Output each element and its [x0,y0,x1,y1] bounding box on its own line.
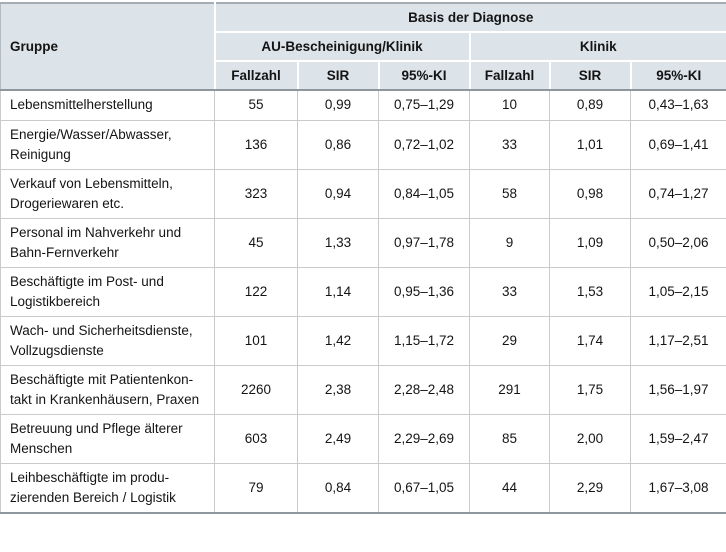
au-ki-cell: 0,75–1,29 [379,90,470,120]
column-header-gruppe: Gruppe [1,3,215,90]
au-ki-cell: 2,29–2,69 [379,414,470,463]
klinik-ki-cell: 0,50–2,06 [631,218,726,267]
group-cell: Beschäftigte mit Patientenkon- takt in K… [1,365,215,414]
klinik-ki-cell: 1,05–2,15 [631,267,726,316]
group-cell: Lebensmittelherstellung [1,90,215,120]
au-fallzahl-cell: 122 [215,267,298,316]
klinik-fallzahl-cell: 58 [470,169,550,218]
table-body: Lebensmittelherstellung 55 0,99 0,75–1,2… [1,90,726,513]
column-header-au-sir: SIR [298,61,379,90]
au-ki-cell: 0,84–1,05 [379,169,470,218]
table-row: Beschäftigte im Post- und Logistikbereic… [1,267,726,316]
table-row: Betreuung und Pflege älterer Menschen 60… [1,414,726,463]
klinik-sir-cell: 0,89 [550,90,631,120]
au-fallzahl-cell: 45 [215,218,298,267]
table-row: Beschäftigte mit Patientenkon- takt in K… [1,365,726,414]
table-row: Lebensmittelherstellung 55 0,99 0,75–1,2… [1,90,726,120]
klinik-fallzahl-cell: 29 [470,316,550,365]
group-cell: Leihbeschäftigte im produ- zierenden Ber… [1,463,215,513]
au-sir-cell: 2,49 [298,414,379,463]
klinik-ki-cell: 1,59–2,47 [631,414,726,463]
au-sir-cell: 2,38 [298,365,379,414]
klinik-ki-cell: 0,43–1,63 [631,90,726,120]
column-header-klinik-ki: 95%-KI [631,61,726,90]
klinik-fallzahl-cell: 44 [470,463,550,513]
header-basis-der-diagnose: Basis der Diagnose [215,3,726,32]
group-cell: Energie/Wasser/Abwasser, Reinigung [1,120,215,169]
au-ki-cell: 0,95–1,36 [379,267,470,316]
group-cell: Personal im Nahverkehr und Bahn-Fernverk… [1,218,215,267]
au-ki-cell: 0,72–1,02 [379,120,470,169]
au-sir-cell: 0,94 [298,169,379,218]
column-header-au-fallzahl: Fallzahl [215,61,298,90]
klinik-fallzahl-cell: 33 [470,267,550,316]
klinik-fallzahl-cell: 85 [470,414,550,463]
klinik-fallzahl-cell: 291 [470,365,550,414]
section-header-klinik: Klinik [470,32,726,61]
au-ki-cell: 2,28–2,48 [379,365,470,414]
au-fallzahl-cell: 603 [215,414,298,463]
column-header-au-ki: 95%-KI [379,61,470,90]
table-row: Leihbeschäftigte im produ- zierenden Ber… [1,463,726,513]
klinik-fallzahl-cell: 9 [470,218,550,267]
klinik-sir-cell: 1,09 [550,218,631,267]
header-row-diagnosis: Gruppe Basis der Diagnose [1,3,726,32]
sir-results-table: Gruppe Basis der Diagnose AU-Bescheinigu… [0,2,726,514]
table-row: Personal im Nahverkehr und Bahn-Fernverk… [1,218,726,267]
klinik-fallzahl-cell: 10 [470,90,550,120]
au-sir-cell: 1,14 [298,267,379,316]
table-header: Gruppe Basis der Diagnose AU-Bescheinigu… [1,3,726,90]
klinik-sir-cell: 1,75 [550,365,631,414]
klinik-sir-cell: 2,29 [550,463,631,513]
klinik-ki-cell: 0,69–1,41 [631,120,726,169]
group-cell: Betreuung und Pflege älterer Menschen [1,414,215,463]
table-row: Wach- und Sicherheitsdienste, Vollzugsdi… [1,316,726,365]
klinik-sir-cell: 2,00 [550,414,631,463]
klinik-ki-cell: 1,17–2,51 [631,316,726,365]
group-cell: Verkauf von Lebensmitteln, Drogeriewaren… [1,169,215,218]
klinik-ki-cell: 1,56–1,97 [631,365,726,414]
klinik-sir-cell: 1,53 [550,267,631,316]
au-fallzahl-cell: 55 [215,90,298,120]
klinik-ki-cell: 1,67–3,08 [631,463,726,513]
klinik-sir-cell: 0,98 [550,169,631,218]
au-ki-cell: 0,67–1,05 [379,463,470,513]
au-fallzahl-cell: 2260 [215,365,298,414]
au-sir-cell: 0,86 [298,120,379,169]
column-header-klinik-fallzahl: Fallzahl [470,61,550,90]
au-sir-cell: 1,42 [298,316,379,365]
au-ki-cell: 0,97–1,78 [379,218,470,267]
klinik-sir-cell: 1,01 [550,120,631,169]
au-sir-cell: 0,99 [298,90,379,120]
au-sir-cell: 0,84 [298,463,379,513]
klinik-ki-cell: 0,74–1,27 [631,169,726,218]
au-sir-cell: 1,33 [298,218,379,267]
au-ki-cell: 1,15–1,72 [379,316,470,365]
klinik-fallzahl-cell: 33 [470,120,550,169]
au-fallzahl-cell: 79 [215,463,298,513]
au-fallzahl-cell: 101 [215,316,298,365]
table-row: Energie/Wasser/Abwasser, Reinigung 136 0… [1,120,726,169]
group-cell: Beschäftigte im Post- und Logistikbereic… [1,267,215,316]
au-fallzahl-cell: 136 [215,120,298,169]
section-header-au-bescheinigung-klinik: AU-Bescheinigung/Klinik [215,32,470,61]
klinik-sir-cell: 1,74 [550,316,631,365]
au-fallzahl-cell: 323 [215,169,298,218]
group-cell: Wach- und Sicherheitsdienste, Vollzugsdi… [1,316,215,365]
column-header-klinik-sir: SIR [550,61,631,90]
table-row: Verkauf von Lebensmitteln, Drogeriewaren… [1,169,726,218]
